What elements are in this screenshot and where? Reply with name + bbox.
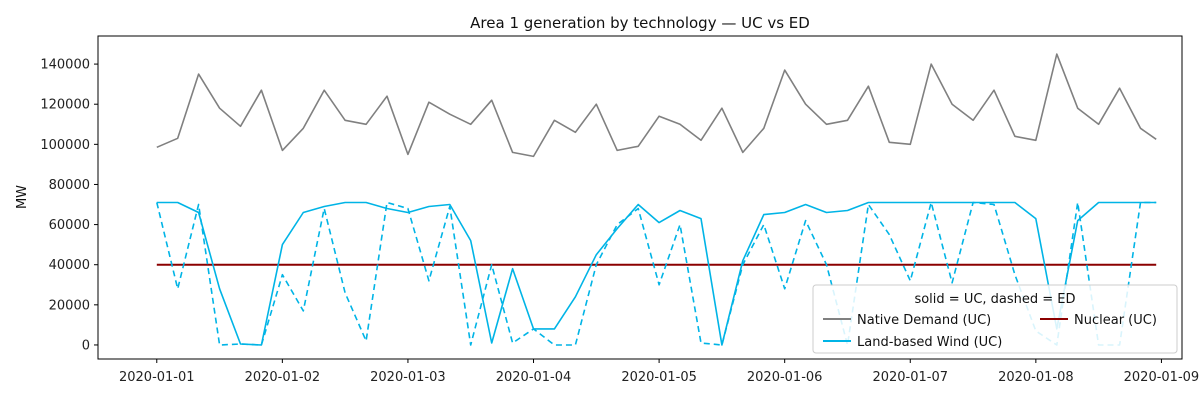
series-line-2 <box>156 201 1157 346</box>
x-tick-label: 2020-01-03 <box>370 370 446 385</box>
y-tick-label: 120000 <box>40 98 90 113</box>
y-tick-label: 140000 <box>40 58 90 73</box>
y-tick-label: 20000 <box>49 298 90 313</box>
x-axis: 2020-01-01 2020-01-02 2020-01-03 2020-01-04… <box>119 359 1199 385</box>
x-tick-label: 2020-01-08 <box>998 370 1074 385</box>
plot-frame <box>97 35 1183 360</box>
x-tick-label: 2020-01-05 <box>621 370 697 385</box>
y-tick-label: 80000 <box>49 178 90 193</box>
y-tick-label: 0 <box>82 338 90 353</box>
legend-label: Nuclear (UC) <box>1074 313 1157 328</box>
legend-label: Native Demand (UC) <box>857 313 991 328</box>
y-axis: 0 20000 40000 60000 80000 100000 120000 140000 <box>40 58 98 353</box>
legend-label: Land-based Wind (UC) <box>857 335 1002 350</box>
y-axis-label: MW <box>15 185 30 209</box>
x-tick-label: 2020-01-06 <box>747 370 823 385</box>
y-tick-label: 100000 <box>40 138 90 153</box>
x-tick-label: 2020-01-04 <box>496 370 572 385</box>
x-tick-label: 2020-01-09 <box>1124 370 1200 385</box>
x-tick-label: 2020-01-02 <box>245 370 321 385</box>
y-tick-label: 60000 <box>49 218 90 233</box>
x-tick-label: 2020-01-01 <box>119 370 195 385</box>
series-line-3 <box>156 201 1157 346</box>
x-tick-label: 2020-01-07 <box>872 370 948 385</box>
chart-title: Area 1 generation by technology — UC vs … <box>470 14 810 32</box>
legend: solid = UC, dashed = ED Native Demand (UC… <box>812 284 1178 354</box>
series-line-0 <box>156 53 1157 158</box>
plot-area <box>156 53 1157 346</box>
y-tick-label: 40000 <box>49 258 90 273</box>
legend-box <box>812 284 1178 354</box>
legend-title: solid = UC, dashed = ED <box>914 292 1075 307</box>
